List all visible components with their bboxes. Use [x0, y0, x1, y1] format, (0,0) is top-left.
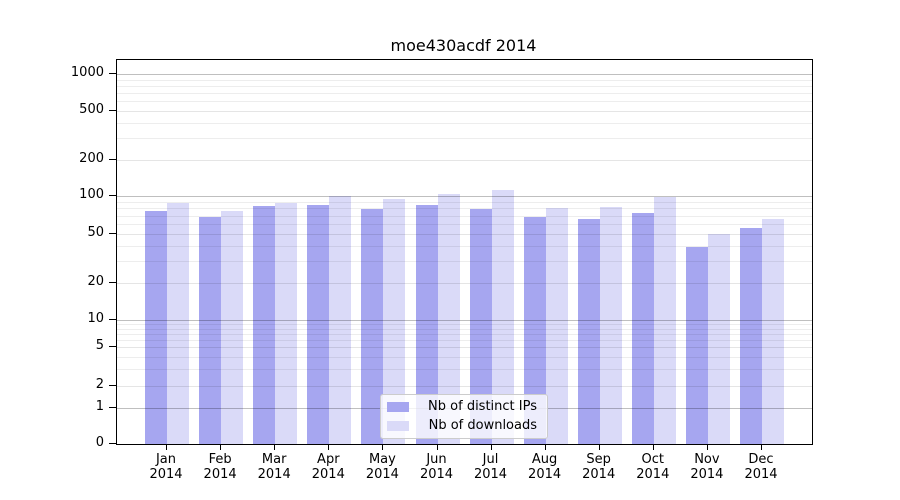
bar-downloads-oct [653, 196, 676, 444]
bar-distinct-ips-feb [199, 217, 222, 444]
downloads-swatch [387, 421, 409, 431]
y-tick-mark [109, 159, 116, 160]
bar-distinct-ips-aug [523, 216, 546, 444]
gridline-900 [117, 79, 812, 81]
gridline-400 [117, 122, 812, 124]
x-tick-mark [544, 444, 546, 450]
gridline-800 [117, 85, 812, 87]
bar-distinct-ips-may [361, 209, 384, 444]
gridline-90 [117, 202, 812, 203]
bar-distinct-ips-apr [307, 204, 330, 444]
x-tick-mark [652, 444, 654, 450]
y-tick-mark [109, 385, 116, 386]
x-tick-mark [598, 444, 600, 450]
x-tick-label-aug: Aug 2014 [528, 452, 562, 482]
bar-downloads-jan [167, 203, 189, 444]
x-tick-label-nov: Nov 2014 [690, 452, 724, 482]
gridline-700 [117, 93, 812, 94]
y-tick-label-1: 1 [95, 399, 104, 414]
x-tick-label-jan: Jan 2014 [149, 452, 183, 482]
y-tick-mark [109, 282, 116, 283]
y-tick-mark [109, 319, 116, 320]
bar-downloads-feb [221, 210, 244, 444]
y-tick-label-5: 5 [95, 338, 104, 353]
x-tick-label-feb: Feb 2014 [203, 452, 237, 482]
legend-label: Nb of downloads [428, 418, 537, 433]
bar-downloads-mar [275, 202, 298, 444]
y-tick-mark [109, 346, 116, 347]
y-tick-mark [109, 195, 116, 197]
y-tick-label-20: 20 [87, 274, 104, 289]
x-tick-label-jul: Jul 2014 [473, 452, 508, 482]
x-tick-label-may: May 2014 [365, 452, 399, 482]
bar-downloads-may [383, 198, 406, 444]
bar-distinct-ips-sep [577, 218, 600, 444]
y-tick-label-500: 500 [79, 102, 104, 117]
gridline-300 [117, 138, 812, 140]
bar-distinct-ips-nov [685, 247, 708, 444]
gridline-200 [117, 160, 812, 161]
bar-distinct-ips-mar [253, 206, 276, 444]
x-tick-label-sep: Sep 2014 [582, 452, 616, 482]
legend-item-distinct-ips: Nb of distinct IPs [387, 399, 541, 415]
bar-downloads-jun [437, 194, 460, 444]
x-tick-label-dec: Dec 2014 [744, 452, 778, 482]
x-tick-mark [220, 444, 222, 450]
y-tick-label-10: 10 [87, 311, 104, 326]
chart-title: moe430acdf 2014 [390, 36, 537, 55]
bar-downloads-nov [707, 234, 730, 444]
x-tick-mark [328, 444, 330, 450]
bar-downloads-apr [329, 196, 352, 444]
gridline-100 [117, 196, 812, 198]
y-tick-label-1000: 1000 [70, 65, 104, 80]
y-tick-mark [109, 73, 116, 74]
y-tick-label-100: 100 [79, 187, 104, 203]
x-tick-label-apr: Apr 2014 [311, 452, 345, 482]
bar-distinct-ips-oct [631, 212, 654, 444]
bar-downloads-dec [762, 218, 784, 444]
y-tick-mark [109, 407, 116, 408]
y-tick-mark [109, 110, 116, 111]
gridline-600 [117, 101, 812, 103]
gridline-1000 [117, 74, 812, 75]
x-tick-mark [436, 444, 438, 450]
y-tick-mark [109, 233, 116, 234]
bar-distinct-ips-jul [469, 209, 492, 444]
x-tick-mark [490, 444, 492, 450]
bar-downloads-sep [599, 207, 622, 444]
x-tick-label-jun: Jun 2014 [419, 452, 454, 482]
x-tick-label-mar: Mar 2014 [257, 452, 291, 482]
bar-distinct-ips-jan [145, 210, 167, 444]
bar-distinct-ips-jun [415, 204, 438, 444]
y-tick-mark [109, 443, 116, 444]
x-tick-mark [382, 444, 384, 450]
y-tick-label-2: 2 [95, 377, 104, 392]
legend-item-downloads: Nb of downloads [387, 418, 541, 434]
gridline-500 [117, 111, 812, 112]
x-tick-mark [166, 444, 167, 450]
plot-area: Nb of distinct IPs Nb of downloads [116, 59, 813, 445]
bar-downloads-jul [491, 189, 514, 444]
distinct-ips-swatch [387, 402, 409, 412]
y-tick-label-0: 0 [95, 435, 104, 450]
bar-distinct-ips-dec [740, 227, 762, 444]
legend-label: Nb of distinct IPs [428, 399, 537, 414]
legend: Nb of distinct IPs Nb of downloads [380, 394, 548, 439]
gridline-80 [117, 208, 812, 210]
x-tick-label-oct: Oct 2014 [636, 452, 670, 482]
y-tick-label-50: 50 [87, 225, 104, 240]
x-tick-mark [706, 444, 708, 450]
bar-downloads-aug [545, 208, 568, 444]
x-tick-mark [761, 444, 762, 450]
y-tick-label-200: 200 [79, 151, 104, 166]
x-tick-mark [274, 444, 276, 450]
